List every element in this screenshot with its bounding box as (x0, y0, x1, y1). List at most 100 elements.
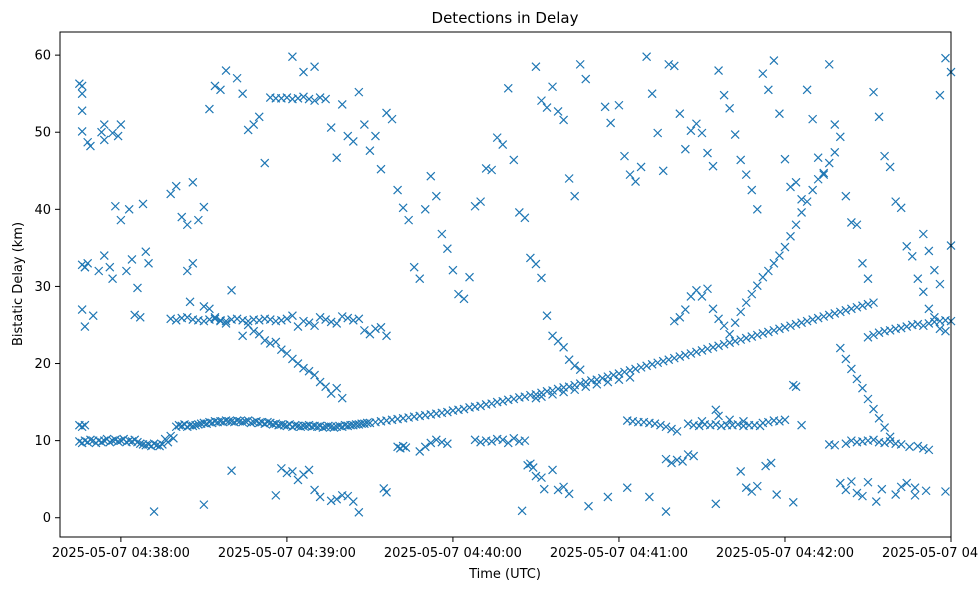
data-point (191, 420, 201, 430)
data-point (310, 485, 319, 495)
data-point (852, 488, 862, 498)
data-point (354, 507, 364, 517)
data-point (77, 106, 87, 116)
data-point (77, 127, 87, 136)
data-point (470, 435, 480, 445)
data-point (725, 338, 735, 348)
data-point (141, 247, 151, 257)
data-point (290, 420, 300, 430)
data-point (155, 441, 165, 451)
data-point (775, 251, 784, 261)
data-point (531, 62, 541, 72)
data-point (813, 313, 823, 323)
data-point (185, 297, 195, 307)
data-point (661, 507, 671, 516)
data-point (249, 326, 259, 336)
data-point (379, 484, 389, 493)
data-point (852, 302, 862, 312)
data-point (238, 89, 248, 99)
x-axis: 2025-05-07 04:38:00 2025-05-07 04:39:00 20… (52, 537, 979, 561)
data-point (667, 424, 676, 434)
data-point (108, 128, 117, 138)
data-point (841, 485, 851, 495)
data-point (910, 483, 920, 493)
data-point (918, 321, 928, 331)
y-tick-label: 30 (34, 280, 51, 295)
data-point (476, 401, 486, 411)
data-point (163, 437, 173, 447)
data-point (548, 386, 557, 395)
data-point (769, 325, 779, 335)
data-point (708, 342, 718, 352)
data-point (442, 407, 452, 417)
data-point (525, 459, 535, 469)
data-point (863, 299, 873, 309)
data-point (763, 85, 773, 95)
data-point (310, 96, 319, 106)
data-point (581, 377, 591, 387)
data-point (871, 497, 881, 506)
data-point (714, 411, 723, 421)
data-point (454, 289, 463, 299)
data-point (775, 109, 784, 119)
data-point (835, 132, 845, 142)
data-point (299, 363, 308, 373)
data-point (476, 437, 486, 447)
data-point (678, 457, 688, 466)
data-point (542, 103, 552, 112)
data-point (669, 316, 679, 326)
data-point (354, 314, 364, 324)
y-tick-label: 40 (34, 203, 51, 218)
data-point (683, 419, 693, 429)
data-point (703, 284, 712, 294)
data-point (918, 287, 928, 297)
data-point (622, 483, 632, 493)
data-point (752, 204, 762, 214)
data-point (204, 104, 214, 114)
data-point (299, 67, 308, 77)
data-point (885, 325, 895, 335)
data-point (509, 155, 519, 165)
data-point (791, 177, 801, 187)
data-point (730, 130, 740, 139)
data-point (337, 312, 347, 321)
data-point (326, 317, 336, 327)
data-point (149, 439, 159, 449)
data-point (885, 432, 895, 442)
data-point (918, 443, 928, 453)
data-point (647, 89, 657, 99)
data-point (797, 318, 807, 328)
data-point (644, 492, 654, 502)
data-point (653, 128, 663, 138)
data-point (282, 468, 292, 478)
data-point (321, 315, 331, 325)
data-point (299, 470, 308, 479)
data-point (409, 262, 419, 272)
data-point (105, 437, 115, 447)
data-point (517, 506, 527, 516)
data-point (498, 140, 508, 149)
data-point (758, 329, 768, 338)
data-point (852, 374, 862, 384)
data-point (326, 496, 336, 506)
data-point (741, 170, 751, 180)
data-point (135, 312, 145, 322)
data-point (288, 52, 297, 62)
data-point (382, 487, 391, 497)
data-point (581, 382, 591, 392)
data-point (913, 274, 923, 284)
data-point (509, 394, 519, 404)
data-point (788, 497, 798, 507)
x-tick-label: 2025-05-07 04:41:00 (550, 546, 688, 561)
x-axis-label: Time (UTC) (468, 567, 541, 582)
data-point (786, 182, 795, 192)
data-point (135, 439, 145, 449)
data-point (631, 177, 640, 186)
data-point (83, 258, 93, 268)
data-point (564, 489, 574, 499)
data-point (80, 262, 90, 272)
data-point (108, 274, 117, 284)
data-point (921, 486, 931, 496)
data-point (661, 454, 671, 464)
